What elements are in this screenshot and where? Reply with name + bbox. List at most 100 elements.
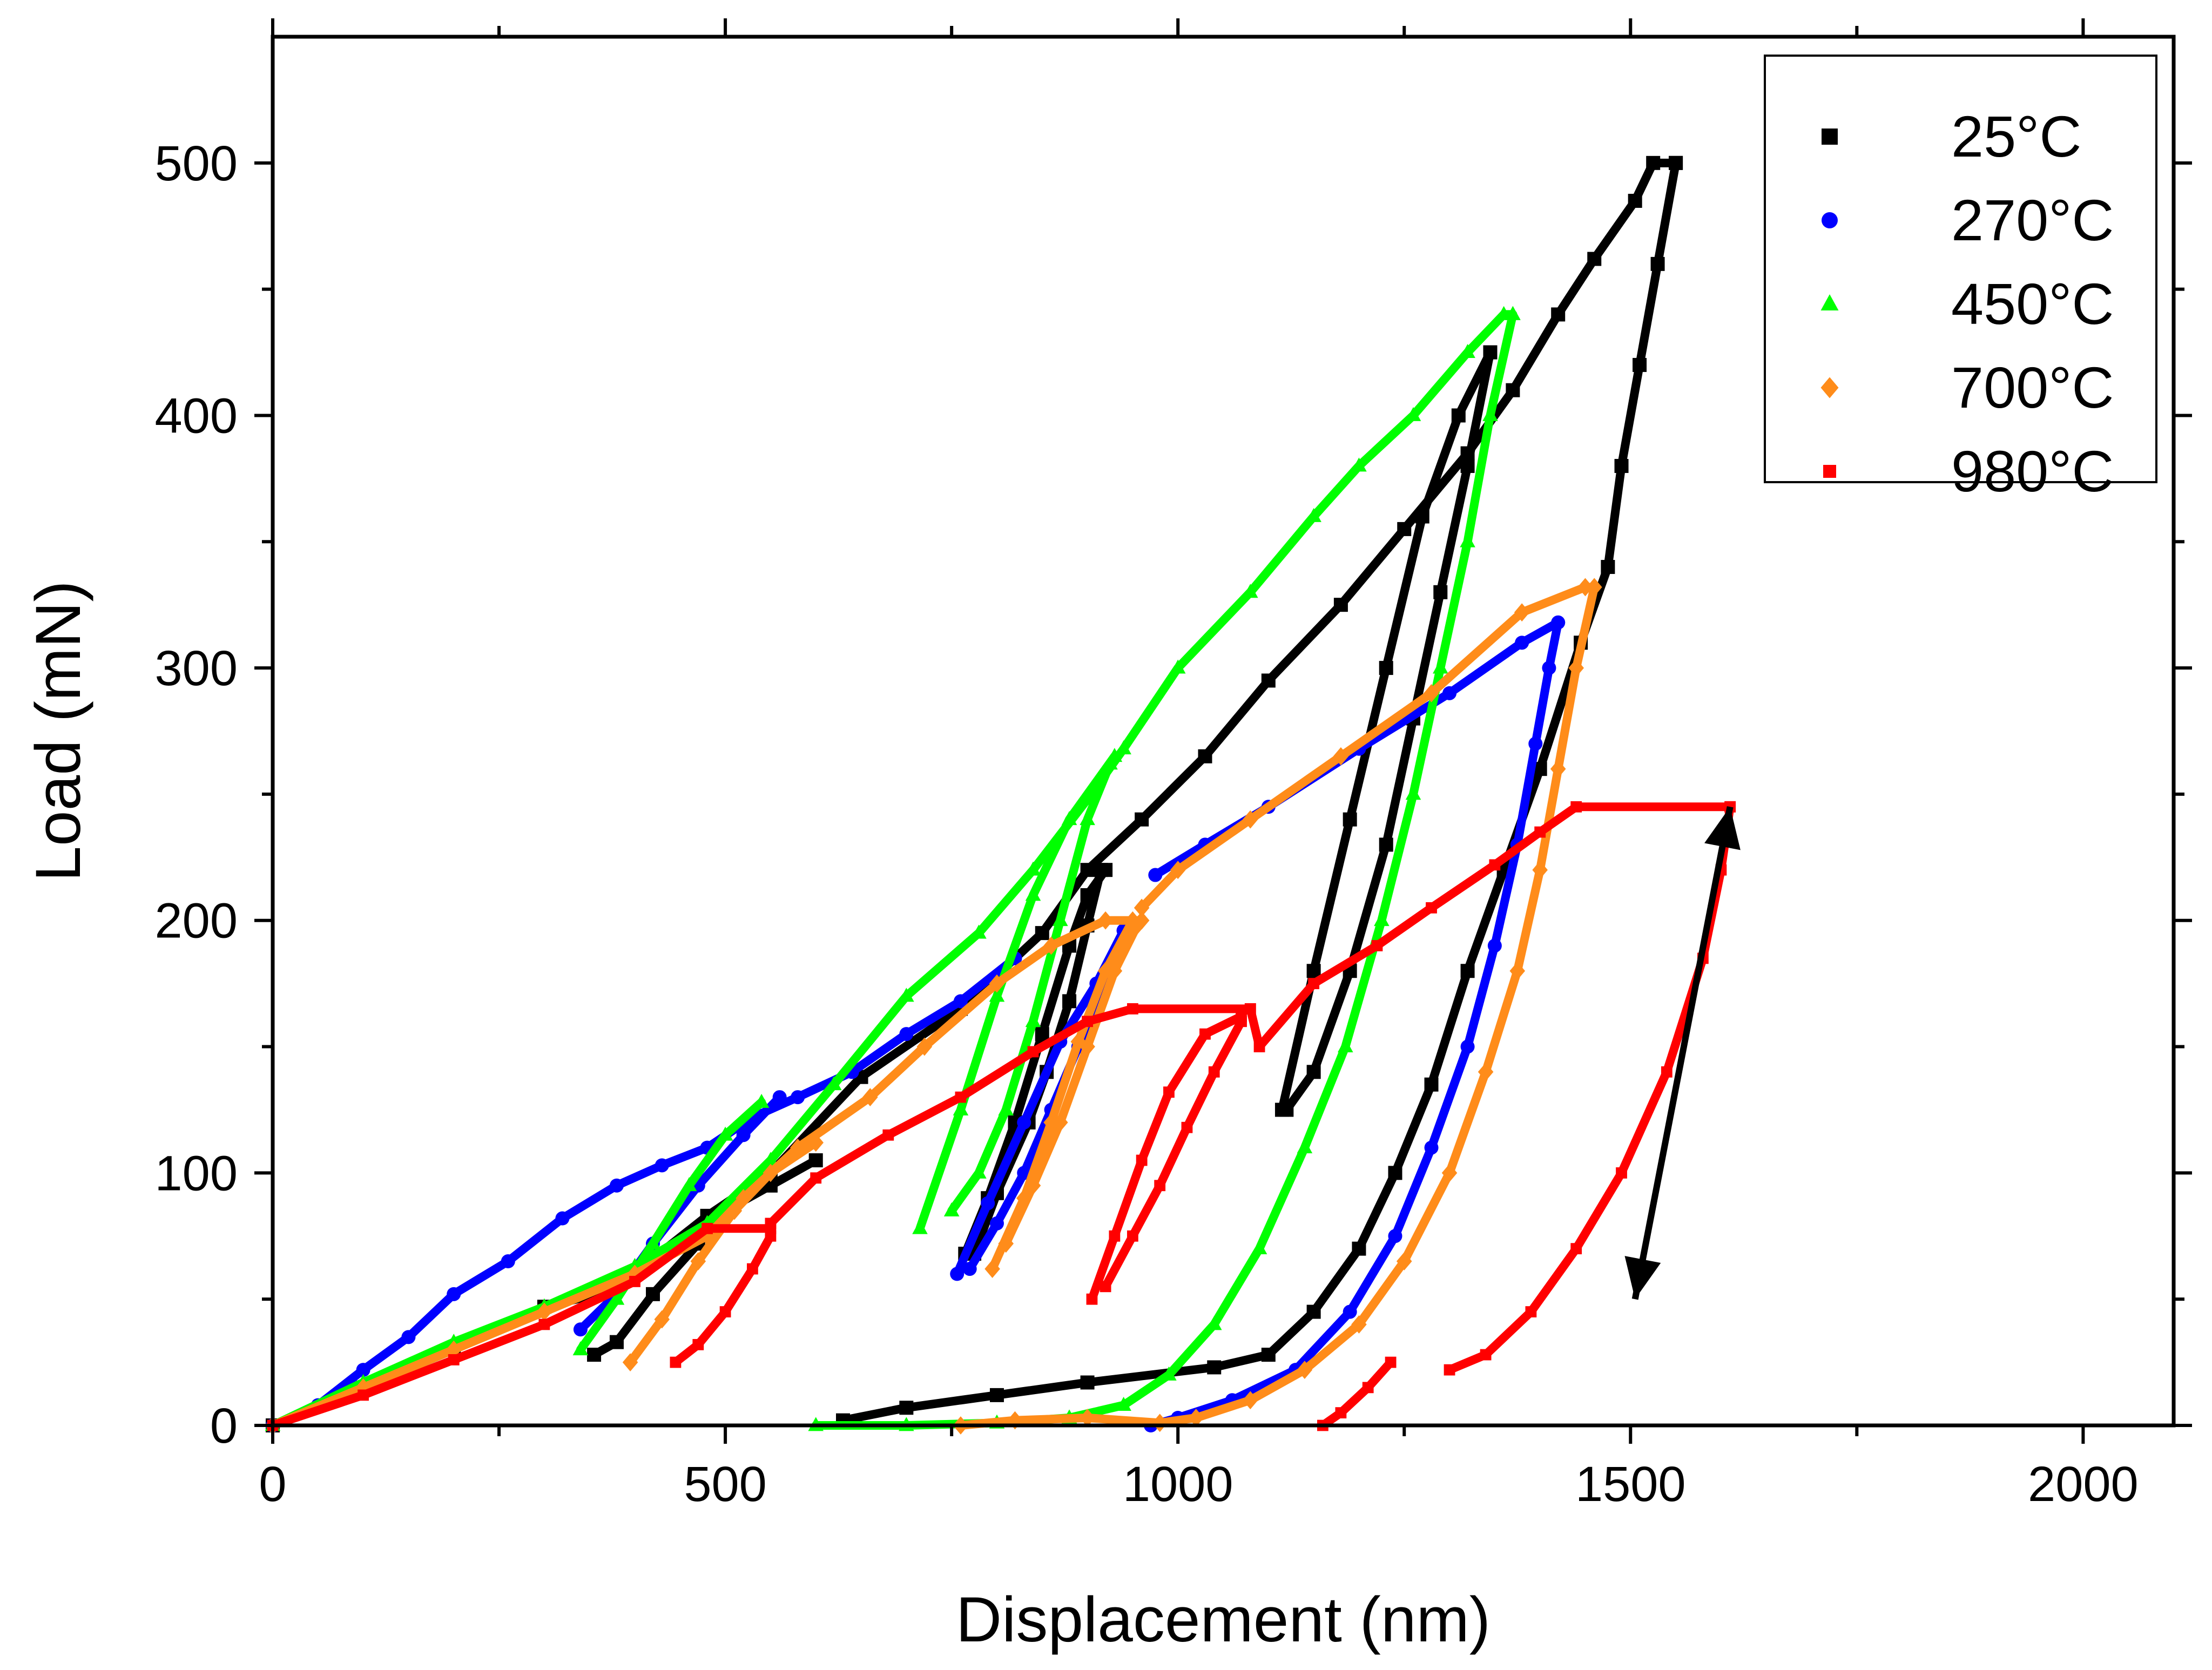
- data-point: [1154, 1180, 1166, 1192]
- data-point: [447, 1287, 461, 1301]
- data-point: [1509, 962, 1526, 981]
- data-point: [1199, 1028, 1211, 1040]
- data-point: [717, 1126, 733, 1141]
- data-point: [1514, 603, 1530, 622]
- data-point: [1633, 357, 1647, 372]
- data-point: [1170, 861, 1186, 880]
- data-point: [989, 974, 1005, 993]
- data-point: [1587, 252, 1602, 266]
- data-point: [1188, 1409, 1204, 1427]
- data-point: [1253, 1041, 1265, 1052]
- data-point: [1163, 1086, 1175, 1098]
- data-point: [971, 1164, 987, 1179]
- y-tick-label: 400: [155, 388, 238, 443]
- data-point: [1570, 1243, 1582, 1255]
- data-point: [1396, 1252, 1412, 1270]
- x-tick-label: 500: [684, 1457, 767, 1512]
- data-point: [1362, 1382, 1374, 1394]
- data-point: [943, 1202, 960, 1216]
- series-curve: [1318, 1358, 1395, 1430]
- data-point: [1388, 1166, 1402, 1180]
- data-point: [536, 1302, 552, 1321]
- data-point: [1170, 659, 1186, 674]
- data-point: [1424, 684, 1439, 702]
- data-point: [981, 1196, 995, 1211]
- data-point: [609, 1178, 624, 1193]
- data-point: [1127, 1230, 1138, 1242]
- data-point: [1198, 749, 1212, 763]
- x-tick-label: 1000: [1123, 1457, 1233, 1512]
- annotation-layer: [1624, 806, 1741, 1300]
- data-point: [573, 1322, 588, 1337]
- data-point: [1094, 863, 1108, 877]
- data-point: [1616, 1167, 1627, 1179]
- data-point: [1297, 1139, 1313, 1153]
- data-point: [1306, 508, 1321, 522]
- data-point: [1236, 1016, 1247, 1027]
- x-tick-label: 0: [259, 1457, 286, 1512]
- series-curve: [1137, 583, 1599, 912]
- data-point: [763, 1152, 779, 1166]
- data-point: [622, 1353, 638, 1371]
- data-point: [1550, 760, 1566, 779]
- data-point: [1261, 1348, 1276, 1362]
- series-curve: [1101, 1017, 1246, 1291]
- data-point: [1343, 812, 1357, 827]
- data-point: [989, 988, 1005, 1002]
- arrow-head-down: [1624, 1256, 1661, 1300]
- data-point: [912, 1220, 928, 1234]
- data-point: [998, 1101, 1014, 1115]
- data-point: [1261, 673, 1276, 688]
- data-point: [681, 1177, 697, 1192]
- series-curve: [268, 310, 1518, 1430]
- data-point: [1086, 1293, 1098, 1305]
- data-point: [1242, 584, 1258, 598]
- data-point: [1100, 1281, 1111, 1293]
- data-point: [1405, 786, 1421, 800]
- data-point: [1306, 964, 1321, 978]
- y-axis-title: Load (mN): [23, 580, 94, 881]
- data-point: [1650, 256, 1665, 271]
- data-point: [1244, 1003, 1256, 1015]
- series-curve: [1282, 348, 1495, 1114]
- data-point: [1460, 343, 1475, 358]
- data-point: [1025, 1176, 1041, 1195]
- data-point: [1577, 578, 1593, 597]
- data-point: [1568, 659, 1584, 677]
- data-point: [654, 1310, 670, 1329]
- data-point: [1337, 1038, 1353, 1052]
- data-point: [1125, 911, 1141, 930]
- y-tick-label: 300: [155, 641, 238, 696]
- y-tick-label: 0: [210, 1398, 238, 1453]
- data-point: [753, 1093, 770, 1108]
- series-4: [267, 801, 1736, 1431]
- data-point: [655, 1158, 669, 1173]
- data-point: [1379, 661, 1393, 675]
- data-point: [791, 1090, 805, 1105]
- series-curve: [626, 1138, 820, 1367]
- series-curve: [576, 1098, 766, 1354]
- data-point: [1134, 911, 1150, 930]
- data-point: [572, 1341, 589, 1356]
- series-curve: [1087, 1012, 1246, 1304]
- data-point: [1061, 811, 1077, 826]
- data-point: [1052, 1113, 1068, 1132]
- data-point: [629, 1276, 640, 1287]
- data-point: [1525, 1306, 1537, 1317]
- data-point: [355, 1378, 371, 1397]
- series-2: [265, 306, 1521, 1431]
- data-point: [1374, 912, 1390, 927]
- data-point: [765, 1218, 777, 1229]
- data-point: [1487, 938, 1502, 953]
- data-point: [1433, 585, 1448, 599]
- data-point: [1542, 661, 1556, 675]
- data-point: [609, 1335, 624, 1349]
- data-point: [1308, 978, 1320, 990]
- data-point: [746, 1263, 758, 1275]
- data-point: [1116, 1396, 1131, 1411]
- legend-label: 25°C: [1951, 104, 2081, 169]
- data-point: [808, 1133, 824, 1152]
- data-point: [1551, 307, 1566, 322]
- data-point: [1208, 1066, 1220, 1078]
- data-point: [916, 1037, 933, 1056]
